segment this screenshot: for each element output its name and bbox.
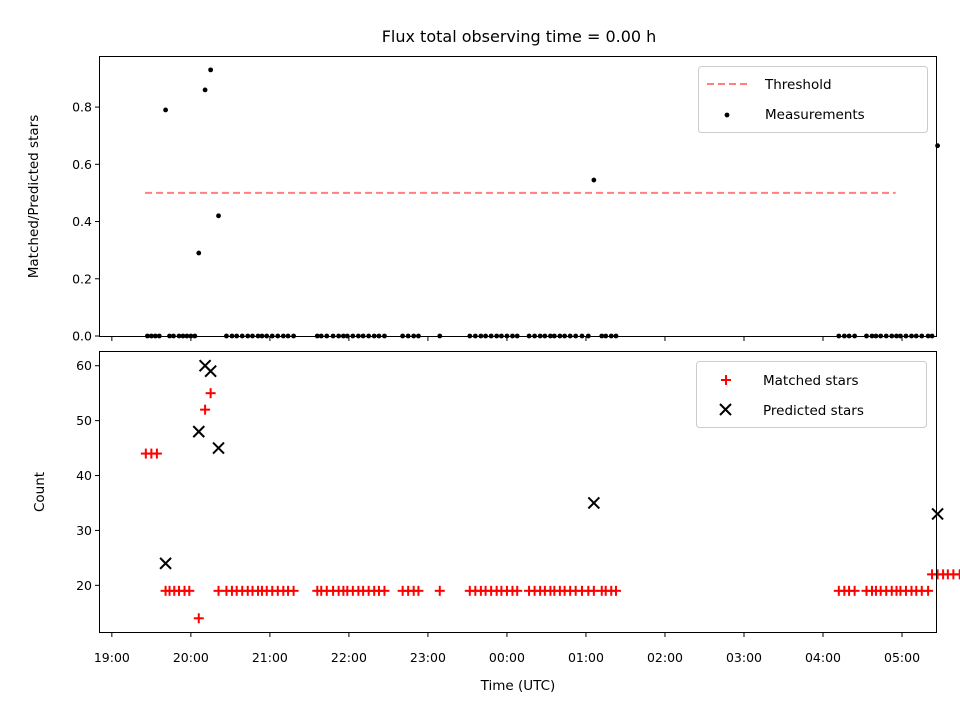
bottom-x-tick-label: 23:00 <box>410 650 446 665</box>
bottom-y-tick-label: 40 <box>76 468 92 483</box>
bottom-x-tick-label: 02:00 <box>647 650 683 665</box>
matched-star-point <box>200 404 211 415</box>
matched-star-point <box>512 585 523 596</box>
top-y-tick-label: 0.6 <box>72 157 92 172</box>
bottom-x-tick-label: 05:00 <box>884 650 920 665</box>
bottom-y-ticks: 20 30 40 50 60 <box>76 358 100 593</box>
top-y-tick-label: 0.2 <box>72 271 92 286</box>
bottom-x-tick-label: 19:00 <box>94 650 130 665</box>
bottom-x-tick-label: 01:00 <box>568 650 604 665</box>
bottom-x-ticks: 19:00 20:00 21:00 22:00 23:00 00:00 01:00 02:00… <box>94 632 920 665</box>
top-axes: 0.00.20.40.60.8 Matched/Predicted stars … <box>26 56 940 344</box>
predicted-star-point <box>587 496 601 510</box>
top-legend-box <box>698 66 928 133</box>
bottom-x-tick-label: 00:00 <box>489 650 525 665</box>
matched-legend-swatch <box>721 375 731 385</box>
predicted-star-point <box>204 365 217 378</box>
matched-star-point <box>434 585 445 596</box>
measurement-point <box>216 213 221 219</box>
top-y-tick-label: 0.8 <box>72 100 92 115</box>
top-y-tick-label: 0.4 <box>72 214 92 229</box>
threshold-legend-label: Threshold <box>764 77 832 93</box>
measurement-point <box>935 143 940 149</box>
measurement-point <box>196 250 202 256</box>
matched-star-point <box>379 585 390 596</box>
measurements-legend-label: Measurements <box>765 107 865 123</box>
matched-star-point <box>205 388 216 399</box>
bottom-y-axis-label: Count <box>32 472 48 512</box>
figure-title: Flux total observing time = 0.00 h <box>382 27 657 46</box>
matched-star-point <box>184 585 195 596</box>
matched-star-point <box>610 585 621 596</box>
top-axes-frame <box>99 56 937 337</box>
bottom-x-tick-label: 04:00 <box>805 650 841 665</box>
bottom-legend-box <box>696 361 927 428</box>
matched-star-point <box>954 569 960 580</box>
bottom-x-tick-label: 03:00 <box>726 650 762 665</box>
matched-legend-label: Matched stars <box>763 373 859 389</box>
bottom-y-tick-label: 30 <box>76 523 92 538</box>
bottom-x-tick-label: 22:00 <box>331 650 367 665</box>
predicted-star-point <box>212 441 225 455</box>
matched-star-point <box>413 585 424 596</box>
x-axis-label: Time (UTC) <box>480 678 556 694</box>
predicted-star-point <box>192 425 205 438</box>
matched-star-point <box>288 585 299 596</box>
predicted-star-point <box>931 507 944 521</box>
bottom-y-tick-label: 20 <box>76 578 92 593</box>
measurement-point <box>202 87 208 93</box>
matched-star-point <box>151 448 162 459</box>
bottom-y-tick-label: 60 <box>76 358 92 373</box>
matched-star-point <box>849 585 860 596</box>
top-y-ticks: 0.0 0.2 0.4 0.6 0.8 <box>72 100 100 344</box>
predicted-legend-label: Predicted stars <box>763 403 864 419</box>
bottom-axes-frame <box>99 351 937 633</box>
bottom-y-tick-label: 50 <box>76 413 92 428</box>
top-y-tick-label: 0.0 <box>72 329 92 344</box>
measurement-point <box>591 177 597 183</box>
matched-star-point <box>923 585 934 596</box>
top-y-axis-label: Matched/Predicted stars <box>26 115 42 278</box>
measurement-point <box>163 107 168 113</box>
measurements-legend-swatch <box>724 112 730 118</box>
bottom-legend: Matched stars Predicted stars <box>696 361 927 428</box>
measurement-point <box>208 67 214 73</box>
bottom-axes: 20 30 40 50 60 19:00 20:00 21:00 22:00 23:00 00:0… <box>32 351 960 694</box>
top-x-ticks <box>111 336 903 341</box>
bottom-plot-area <box>140 359 960 624</box>
bottom-x-tick-label: 20:00 <box>173 650 209 665</box>
predicted-legend-swatch <box>719 403 732 416</box>
predicted-star-point <box>159 557 172 570</box>
top-legend: Threshold Measurements <box>698 66 928 133</box>
bottom-x-tick-label: 21:00 <box>252 650 288 665</box>
matched-star-point <box>193 613 204 624</box>
